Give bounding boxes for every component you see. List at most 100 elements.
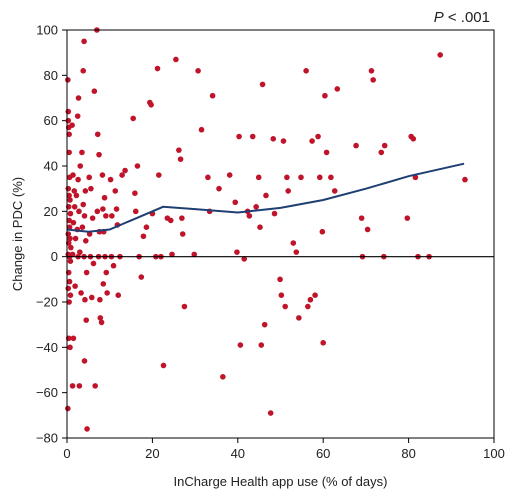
data-point [110, 262, 117, 269]
data-point [176, 147, 182, 153]
data-point [154, 65, 161, 72]
data-point [122, 167, 128, 174]
data-point [381, 142, 388, 149]
data-point [70, 172, 76, 178]
p-value-annotation: P < .001 [434, 9, 490, 26]
data-point [293, 249, 300, 255]
data-point [77, 163, 84, 169]
data-point [65, 405, 71, 412]
data-point [320, 340, 327, 346]
data-point [86, 174, 93, 181]
data-point [315, 133, 321, 140]
x-tick-label: 40 [231, 446, 245, 461]
y-tick-label: −80 [36, 431, 58, 446]
data-point [138, 274, 145, 280]
data-point [99, 172, 106, 178]
data-point [81, 38, 87, 45]
data-point [364, 226, 371, 233]
data-point [370, 77, 376, 83]
data-point [119, 172, 125, 178]
x-tick-label: 80 [401, 446, 415, 461]
data-point [74, 113, 81, 119]
data-point [97, 296, 103, 303]
data-point [84, 426, 90, 432]
data-point [66, 299, 72, 305]
data-point [112, 188, 119, 194]
data-point [140, 233, 147, 240]
data-point [83, 317, 90, 323]
data-point [259, 81, 266, 88]
data-point [258, 342, 265, 348]
data-point [173, 56, 179, 63]
data-point [98, 319, 105, 326]
data-point [322, 92, 328, 99]
data-point [67, 210, 74, 217]
data-point [81, 213, 88, 219]
scatter-points [65, 27, 468, 432]
data-point [77, 249, 83, 255]
data-point [270, 136, 277, 142]
y-tick-label: 40 [44, 159, 58, 174]
data-point [67, 292, 74, 299]
data-point [67, 258, 74, 265]
data-point [69, 251, 76, 258]
data-point [236, 133, 242, 140]
data-point [75, 176, 81, 183]
data-point [66, 278, 73, 285]
data-point [82, 238, 89, 244]
y-axis-label: Change in PDC (%) [10, 177, 25, 291]
data-point [378, 149, 385, 156]
trend-line [66, 162, 465, 233]
data-point [303, 68, 309, 74]
data-point [209, 92, 216, 99]
trend-layer [66, 162, 465, 233]
data-point [195, 68, 201, 74]
data-point [179, 215, 185, 221]
data-point [89, 215, 96, 221]
data-point [205, 174, 211, 181]
data-point [75, 95, 82, 101]
data-point [67, 344, 73, 351]
data-point [309, 138, 315, 144]
data-point [220, 374, 226, 380]
data-point [65, 108, 72, 115]
y-tick-label: −20 [36, 295, 58, 310]
y-tick-label: 0 [51, 249, 58, 264]
data-point [334, 86, 341, 92]
y-tick-label: 60 [44, 113, 58, 128]
data-point [88, 185, 94, 192]
data-point [305, 303, 311, 310]
data-point [65, 185, 72, 192]
data-point [80, 68, 87, 74]
data-point [79, 224, 86, 230]
data-point [66, 224, 73, 230]
data-point [216, 185, 222, 192]
data-point [261, 321, 268, 328]
x-tick-label: 60 [316, 446, 330, 461]
data-point [169, 251, 175, 258]
data-point [88, 294, 95, 301]
data-point [143, 224, 150, 230]
data-point [76, 383, 83, 389]
data-point [80, 201, 87, 208]
data-point [263, 192, 269, 199]
data-point [257, 224, 263, 230]
data-point [284, 174, 290, 181]
data-point [167, 217, 174, 224]
data-point [82, 188, 89, 194]
data-point [298, 174, 304, 181]
data-point [134, 163, 141, 169]
data-point [368, 68, 375, 74]
x-axis-label: InCharge Health app use (% of days) [174, 474, 388, 489]
data-point [79, 149, 85, 156]
data-point [97, 315, 104, 321]
data-point [177, 156, 184, 162]
data-point [90, 260, 97, 267]
data-point [156, 172, 162, 178]
data-point [437, 52, 443, 58]
data-point [109, 213, 115, 219]
data-point [101, 194, 108, 201]
data-point [68, 244, 74, 251]
data-point [113, 206, 120, 212]
